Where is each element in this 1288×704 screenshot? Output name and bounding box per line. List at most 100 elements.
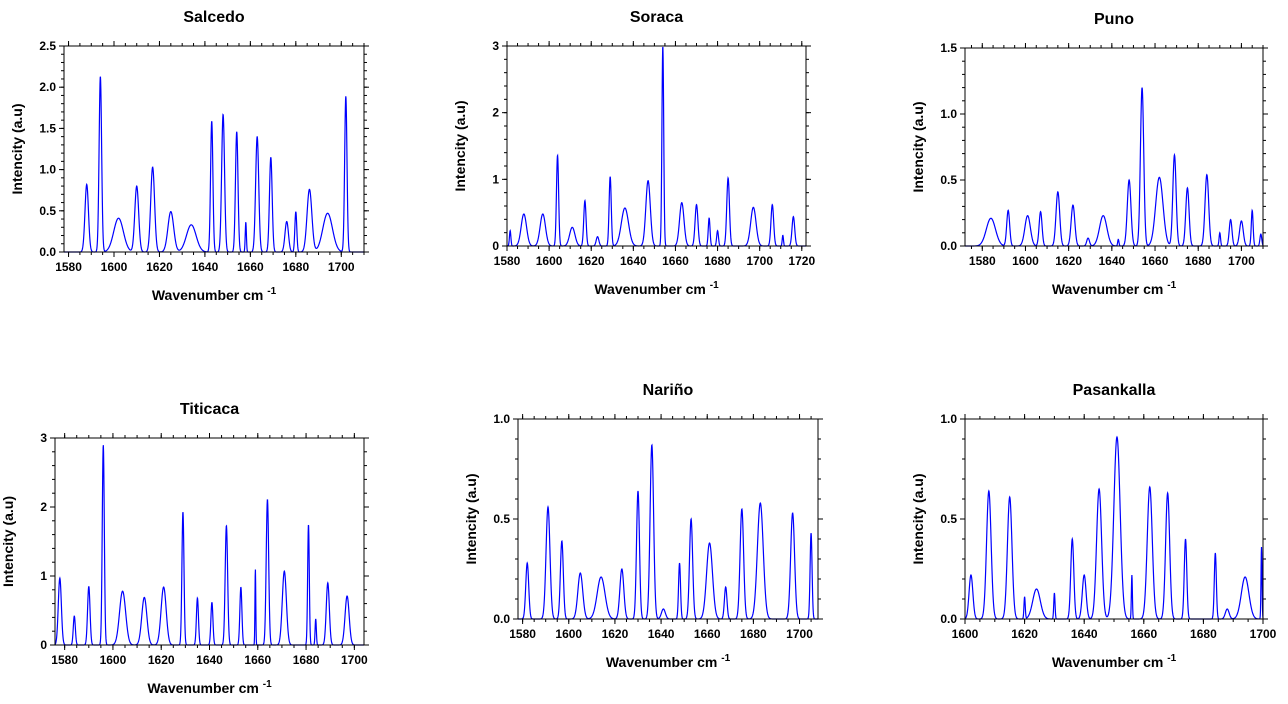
x-tick-label: 1680 bbox=[740, 627, 767, 641]
y-axis-label: Intencity (a.u) bbox=[9, 103, 25, 194]
x-tick-label: 1660 bbox=[662, 254, 689, 268]
chart-title: Nariño bbox=[643, 382, 694, 399]
x-tick-label: 1700 bbox=[328, 260, 355, 274]
spectrum-line-salcedo bbox=[64, 76, 364, 253]
y-tick-label: 0 bbox=[40, 638, 47, 652]
y-tick-label: 1.5 bbox=[940, 41, 957, 55]
x-tick-label: 1620 bbox=[578, 254, 605, 268]
spectrum-line-narino bbox=[518, 443, 818, 620]
x-tick-label: 1580 bbox=[55, 260, 82, 274]
spectrum-line-puno bbox=[965, 87, 1264, 247]
y-tick-label: 1 bbox=[492, 172, 499, 186]
x-tick-label: 1660 bbox=[237, 260, 264, 274]
x-axis-label: Wavenumber cm -1 bbox=[594, 280, 719, 297]
y-tick-label: 2 bbox=[40, 500, 47, 514]
y-tick-label: 0.5 bbox=[493, 512, 510, 526]
x-tick-label: 1640 bbox=[1071, 627, 1098, 641]
x-tick-label: 1680 bbox=[704, 254, 731, 268]
plot-frame bbox=[63, 45, 365, 253]
x-tick-label: 1720 bbox=[788, 254, 815, 268]
y-axis-label: Intencity (a.u) bbox=[0, 496, 16, 587]
x-tick-label: 1640 bbox=[1098, 254, 1125, 268]
x-tick-label: 1700 bbox=[786, 627, 813, 641]
y-tick-label: 1.0 bbox=[39, 163, 56, 177]
chart-title: Soraca bbox=[630, 9, 683, 26]
x-tick-label: 1640 bbox=[196, 653, 223, 667]
y-tick-label: 0.0 bbox=[39, 245, 56, 259]
y-tick-label: 0.5 bbox=[940, 173, 957, 187]
chart-title: Titicaca bbox=[180, 401, 239, 418]
x-tick-label: 1680 bbox=[293, 653, 320, 667]
spectrum-line-soraca bbox=[507, 46, 806, 247]
y-tick-label: 1.5 bbox=[39, 121, 56, 135]
y-tick-label: 0.0 bbox=[493, 612, 510, 626]
x-tick-label: 1600 bbox=[1012, 254, 1039, 268]
chart-title: Puno bbox=[1094, 11, 1134, 28]
x-tick-label: 1640 bbox=[192, 260, 219, 274]
y-tick-label: 0.5 bbox=[39, 204, 56, 218]
x-axis-label: Wavenumber cm -1 bbox=[152, 286, 277, 303]
y-tick-label: 3 bbox=[492, 39, 499, 53]
x-axis-label: Wavenumber cm -1 bbox=[1052, 653, 1177, 670]
y-tick-label: 2.5 bbox=[39, 39, 56, 53]
x-tick-label: 1660 bbox=[1130, 627, 1157, 641]
x-tick-label: 1660 bbox=[694, 627, 721, 641]
x-tick-label: 1620 bbox=[146, 260, 173, 274]
chart-title: Salcedo bbox=[183, 9, 245, 26]
x-tick-label: 1580 bbox=[494, 254, 521, 268]
y-axis-label: Intencity (a.u) bbox=[910, 101, 926, 192]
x-tick-label: 1680 bbox=[1190, 627, 1217, 641]
x-tick-label: 1640 bbox=[620, 254, 647, 268]
x-tick-label: 1700 bbox=[746, 254, 773, 268]
y-tick-label: 1.0 bbox=[493, 412, 510, 426]
x-tick-label: 1600 bbox=[555, 627, 582, 641]
x-tick-label: 1580 bbox=[51, 653, 78, 667]
y-axis-label: Intencity (a.u) bbox=[463, 473, 479, 564]
y-tick-label: 3 bbox=[40, 431, 47, 445]
x-tick-label: 1600 bbox=[536, 254, 563, 268]
x-tick-label: 1640 bbox=[648, 627, 675, 641]
x-tick-label: 1620 bbox=[1055, 254, 1082, 268]
y-tick-label: 0.0 bbox=[940, 239, 957, 253]
plot-frame bbox=[964, 47, 1264, 247]
panel-salcedo: 1580 1600 1620 1640 1660 1680 1700 0.0 0.5 1.0 1.5… bbox=[9, 9, 369, 303]
y-tick-label: 0.5 bbox=[940, 512, 957, 526]
y-tick-label: 1.0 bbox=[940, 412, 957, 426]
x-tick-label: 1700 bbox=[1228, 254, 1255, 268]
y-tick-label: 1 bbox=[40, 569, 47, 583]
panel-puno: 1580 1600 1620 1640 1660 1680 1700 0.0 0.5 1.0 1.5… bbox=[910, 11, 1268, 297]
y-tick-label: 2 bbox=[492, 106, 499, 120]
x-tick-label: 1600 bbox=[100, 653, 127, 667]
x-axis-label: Wavenumber cm -1 bbox=[606, 653, 731, 670]
x-tick-label: 1660 bbox=[1142, 254, 1169, 268]
panel-soraca: 1580 1600 1620 1640 1660 1680 1700 1720 0 1 2 3 Sora… bbox=[452, 9, 815, 297]
x-tick-label: 1660 bbox=[244, 653, 271, 667]
x-tick-label: 1600 bbox=[101, 260, 128, 274]
x-tick-label: 1600 bbox=[952, 627, 979, 641]
x-tick-label: 1680 bbox=[1185, 254, 1212, 268]
panel-pasankalla: 1600 1620 1640 1660 1680 1700 0.0 0.5 1.0 Pasanka… bbox=[910, 382, 1277, 670]
y-axis-label: Intencity (a.u) bbox=[452, 100, 468, 191]
x-tick-label: 1700 bbox=[341, 653, 368, 667]
x-tick-label: 1620 bbox=[602, 627, 629, 641]
y-axis-label: Intencity (a.u) bbox=[910, 473, 926, 564]
plot-frame bbox=[517, 418, 819, 620]
panel-titicaca: 1580 1600 1620 1640 1660 1680 1700 0 1 2 3 Titicaca… bbox=[0, 401, 369, 696]
spectrum-line-pasankalla bbox=[964, 435, 1264, 620]
x-tick-label: 1700 bbox=[1250, 627, 1277, 641]
x-tick-label: 1620 bbox=[1011, 627, 1038, 641]
x-tick-label: 1680 bbox=[282, 260, 309, 274]
y-tick-label: 0 bbox=[492, 239, 499, 253]
x-tick-label: 1580 bbox=[969, 254, 996, 268]
y-tick-label: 2.0 bbox=[39, 80, 56, 94]
y-tick-label: 1.0 bbox=[940, 107, 957, 121]
x-axis-label: Wavenumber cm -1 bbox=[147, 679, 272, 696]
panel-narino: 1580 1600 1620 1640 1660 1680 1700 0.0 0.5 1.0 Nar… bbox=[463, 382, 823, 670]
spectrum-line-titicaca bbox=[54, 445, 364, 646]
x-tick-label: 1620 bbox=[148, 653, 175, 667]
plot-frame bbox=[506, 45, 807, 247]
x-tick-label: 1580 bbox=[509, 627, 536, 641]
x-axis-label: Wavenumber cm -1 bbox=[1052, 280, 1177, 297]
chart-title: Pasankalla bbox=[1073, 382, 1156, 399]
